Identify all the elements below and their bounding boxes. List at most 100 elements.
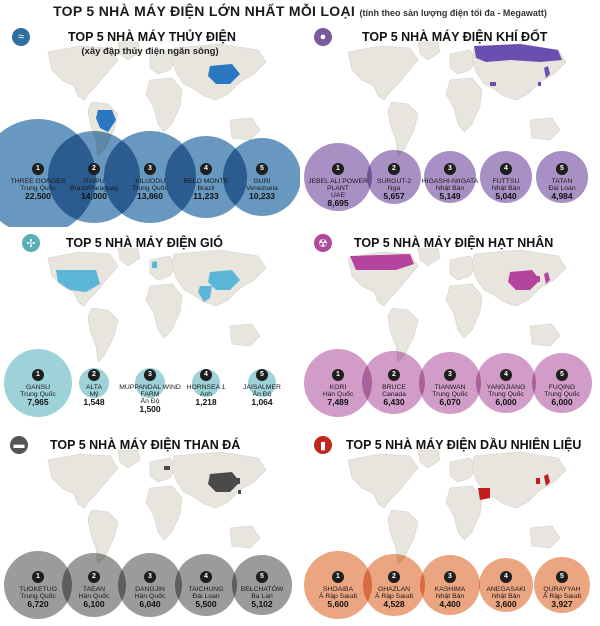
plant-item: 2 GHAZLAN Ả Rập Saudi 4,528 bbox=[359, 566, 429, 609]
continent-africa bbox=[145, 77, 183, 133]
plant-item: 1 GANSU Trung Quốc 7,965 bbox=[3, 364, 73, 407]
plant-country: Ả Rập Saudi bbox=[318, 593, 358, 601]
rank-badge: 2 bbox=[388, 163, 400, 175]
plant-name: TATAN bbox=[551, 178, 573, 185]
plant-item: 4 ANEGASAKI Nhật Bản 3,600 bbox=[471, 566, 541, 609]
region-taiwan bbox=[238, 490, 241, 494]
rank-badge: 3 bbox=[444, 571, 456, 583]
bubble-2 bbox=[366, 149, 422, 205]
plant-country: Hàn Quốc bbox=[78, 593, 110, 601]
rank-badge: 5 bbox=[256, 571, 268, 583]
region-korea bbox=[536, 478, 540, 484]
plant-country: Nhật Bản bbox=[435, 185, 465, 193]
rank-badge: 2 bbox=[88, 369, 100, 381]
bubble-2 bbox=[362, 351, 426, 415]
continent-australia bbox=[529, 117, 561, 141]
continent-europe bbox=[449, 255, 477, 281]
plant-name: TIANWAN bbox=[434, 384, 466, 391]
bubble-5 bbox=[533, 556, 591, 614]
plant-item: 4 TAICHUNG Đài Loan 5,500 bbox=[171, 566, 241, 609]
bubble-2 bbox=[363, 554, 425, 616]
continent-europe bbox=[149, 49, 177, 75]
region-india bbox=[198, 286, 212, 302]
water-wave-icon: ≈ bbox=[12, 28, 30, 46]
region-canada bbox=[350, 254, 414, 270]
bubble-3 bbox=[419, 352, 481, 414]
plant-country: Canada bbox=[382, 391, 406, 399]
plant-country: Ấn Độ bbox=[140, 398, 160, 406]
continent-greenland bbox=[117, 449, 141, 469]
plant-item: 1 KORI Hàn Quốc 7,489 bbox=[303, 364, 373, 407]
plant-item: 1 TUOKETUO Trung Quốc 6,720 bbox=[3, 566, 73, 609]
region-japan bbox=[544, 66, 550, 78]
region-taiwan bbox=[538, 82, 541, 86]
panel-wind: ✢ TOP 5 NHÀ MÁY ĐIỆN GIÓ 1 GANSU Trung Quốc 7… bbox=[0, 228, 300, 433]
plant-name: GANSU bbox=[25, 384, 51, 391]
continent-asia bbox=[471, 451, 567, 509]
rank-badge: 5 bbox=[556, 571, 568, 583]
continent-namerica bbox=[347, 45, 419, 101]
continent-australia bbox=[529, 525, 561, 549]
panel-heading: ▬ TOP 5 NHÀ MÁY ĐIỆN THAN ĐÁ bbox=[10, 436, 240, 454]
plant-name: ALTA bbox=[86, 384, 102, 391]
plant-country: Ba Lan bbox=[251, 593, 273, 601]
bubble-5 bbox=[222, 137, 300, 217]
region-china bbox=[508, 270, 540, 290]
rank-badge: 4 bbox=[200, 163, 212, 175]
plant-capacity: 6,100 bbox=[83, 599, 105, 610]
plant-country: Trung Quốc bbox=[432, 391, 468, 399]
region-china bbox=[208, 64, 240, 84]
plant-country: Trung Quốc bbox=[20, 185, 56, 193]
rank-badge: 3 bbox=[444, 163, 456, 175]
bubble-1 bbox=[4, 349, 72, 417]
plant-country: Nga bbox=[387, 185, 401, 193]
plant-item: 4 BELO MONTE Brazil 11,233 bbox=[171, 158, 241, 201]
plant-capacity: 5,040 bbox=[495, 191, 517, 202]
plant-country: Trung Quốc bbox=[20, 593, 56, 601]
plant-capacity: 6,070 bbox=[439, 397, 461, 408]
plant-capacity: 4,400 bbox=[439, 599, 461, 610]
rank-badge: 5 bbox=[256, 163, 268, 175]
plant-item: 3 KASHIMA Nhật Bản 4,400 bbox=[415, 566, 485, 609]
region-china bbox=[208, 472, 240, 492]
plant-item: 2 SURGUT-2 Nga 5,657 bbox=[359, 158, 429, 201]
plant-country: Nhật Bản bbox=[491, 593, 521, 601]
plant-name: HORNSEA 1 bbox=[186, 384, 226, 391]
plant-name: JEBEL ALI POWER PLANT bbox=[308, 178, 368, 193]
continent-africa bbox=[445, 77, 483, 133]
plant-item: 3 DANGJIN Hàn Quốc 6,040 bbox=[115, 566, 185, 609]
bubble-4 bbox=[478, 557, 534, 613]
plant-country: Ả Rập Saudi bbox=[542, 593, 582, 601]
rank-badge: 2 bbox=[388, 369, 400, 381]
region-brazil bbox=[96, 110, 116, 132]
panel-gas: ● TOP 5 NHÀ MÁY ĐIỆN KHÍ ĐỐT 1 JEBEL ALI PO… bbox=[300, 22, 600, 227]
rank-badge: 4 bbox=[200, 369, 212, 381]
rank-badge: 1 bbox=[32, 163, 44, 175]
panel-heading: ≈ TOP 5 NHÀ MÁY THỦY ĐIỆN bbox=[12, 28, 236, 46]
plant-name: DANGJIN bbox=[135, 586, 165, 593]
bubble-3 bbox=[419, 554, 481, 616]
region-japan bbox=[544, 272, 550, 284]
region-saudi bbox=[478, 488, 490, 500]
continent-africa bbox=[145, 283, 183, 339]
rank-badge: 5 bbox=[256, 369, 268, 381]
plant-country: Trung Quốc bbox=[544, 391, 580, 399]
plant-capacity: 6,000 bbox=[495, 397, 517, 408]
rank-badge: 1 bbox=[332, 163, 344, 175]
continent-samerica bbox=[87, 307, 119, 363]
continent-namerica bbox=[47, 453, 119, 509]
plant-capacity: 6,040 bbox=[139, 599, 161, 610]
panel-heading: ● TOP 5 NHÀ MÁY ĐIỆN KHÍ ĐỐT bbox=[314, 28, 547, 46]
plant-item: 3 HIGASHI-NIIGATA Nhật Bản 5,149 bbox=[415, 158, 485, 201]
continent-greenland bbox=[117, 247, 141, 267]
continent-europe bbox=[449, 49, 477, 75]
panel-coal: ▬ TOP 5 NHÀ MÁY ĐIỆN THAN ĐÁ 1 TUOKETUO Trun… bbox=[0, 430, 300, 626]
rank-badge: 5 bbox=[556, 369, 568, 381]
continent-samerica bbox=[387, 101, 419, 157]
bubble-5 bbox=[531, 352, 593, 414]
plant-name: TUOKETUO bbox=[19, 586, 57, 593]
plant-name: FUTTSU bbox=[492, 178, 520, 185]
plant-capacity: 8,695 bbox=[327, 198, 349, 209]
plant-country: Đài Loan bbox=[548, 185, 576, 193]
bubble-1 bbox=[4, 551, 72, 619]
